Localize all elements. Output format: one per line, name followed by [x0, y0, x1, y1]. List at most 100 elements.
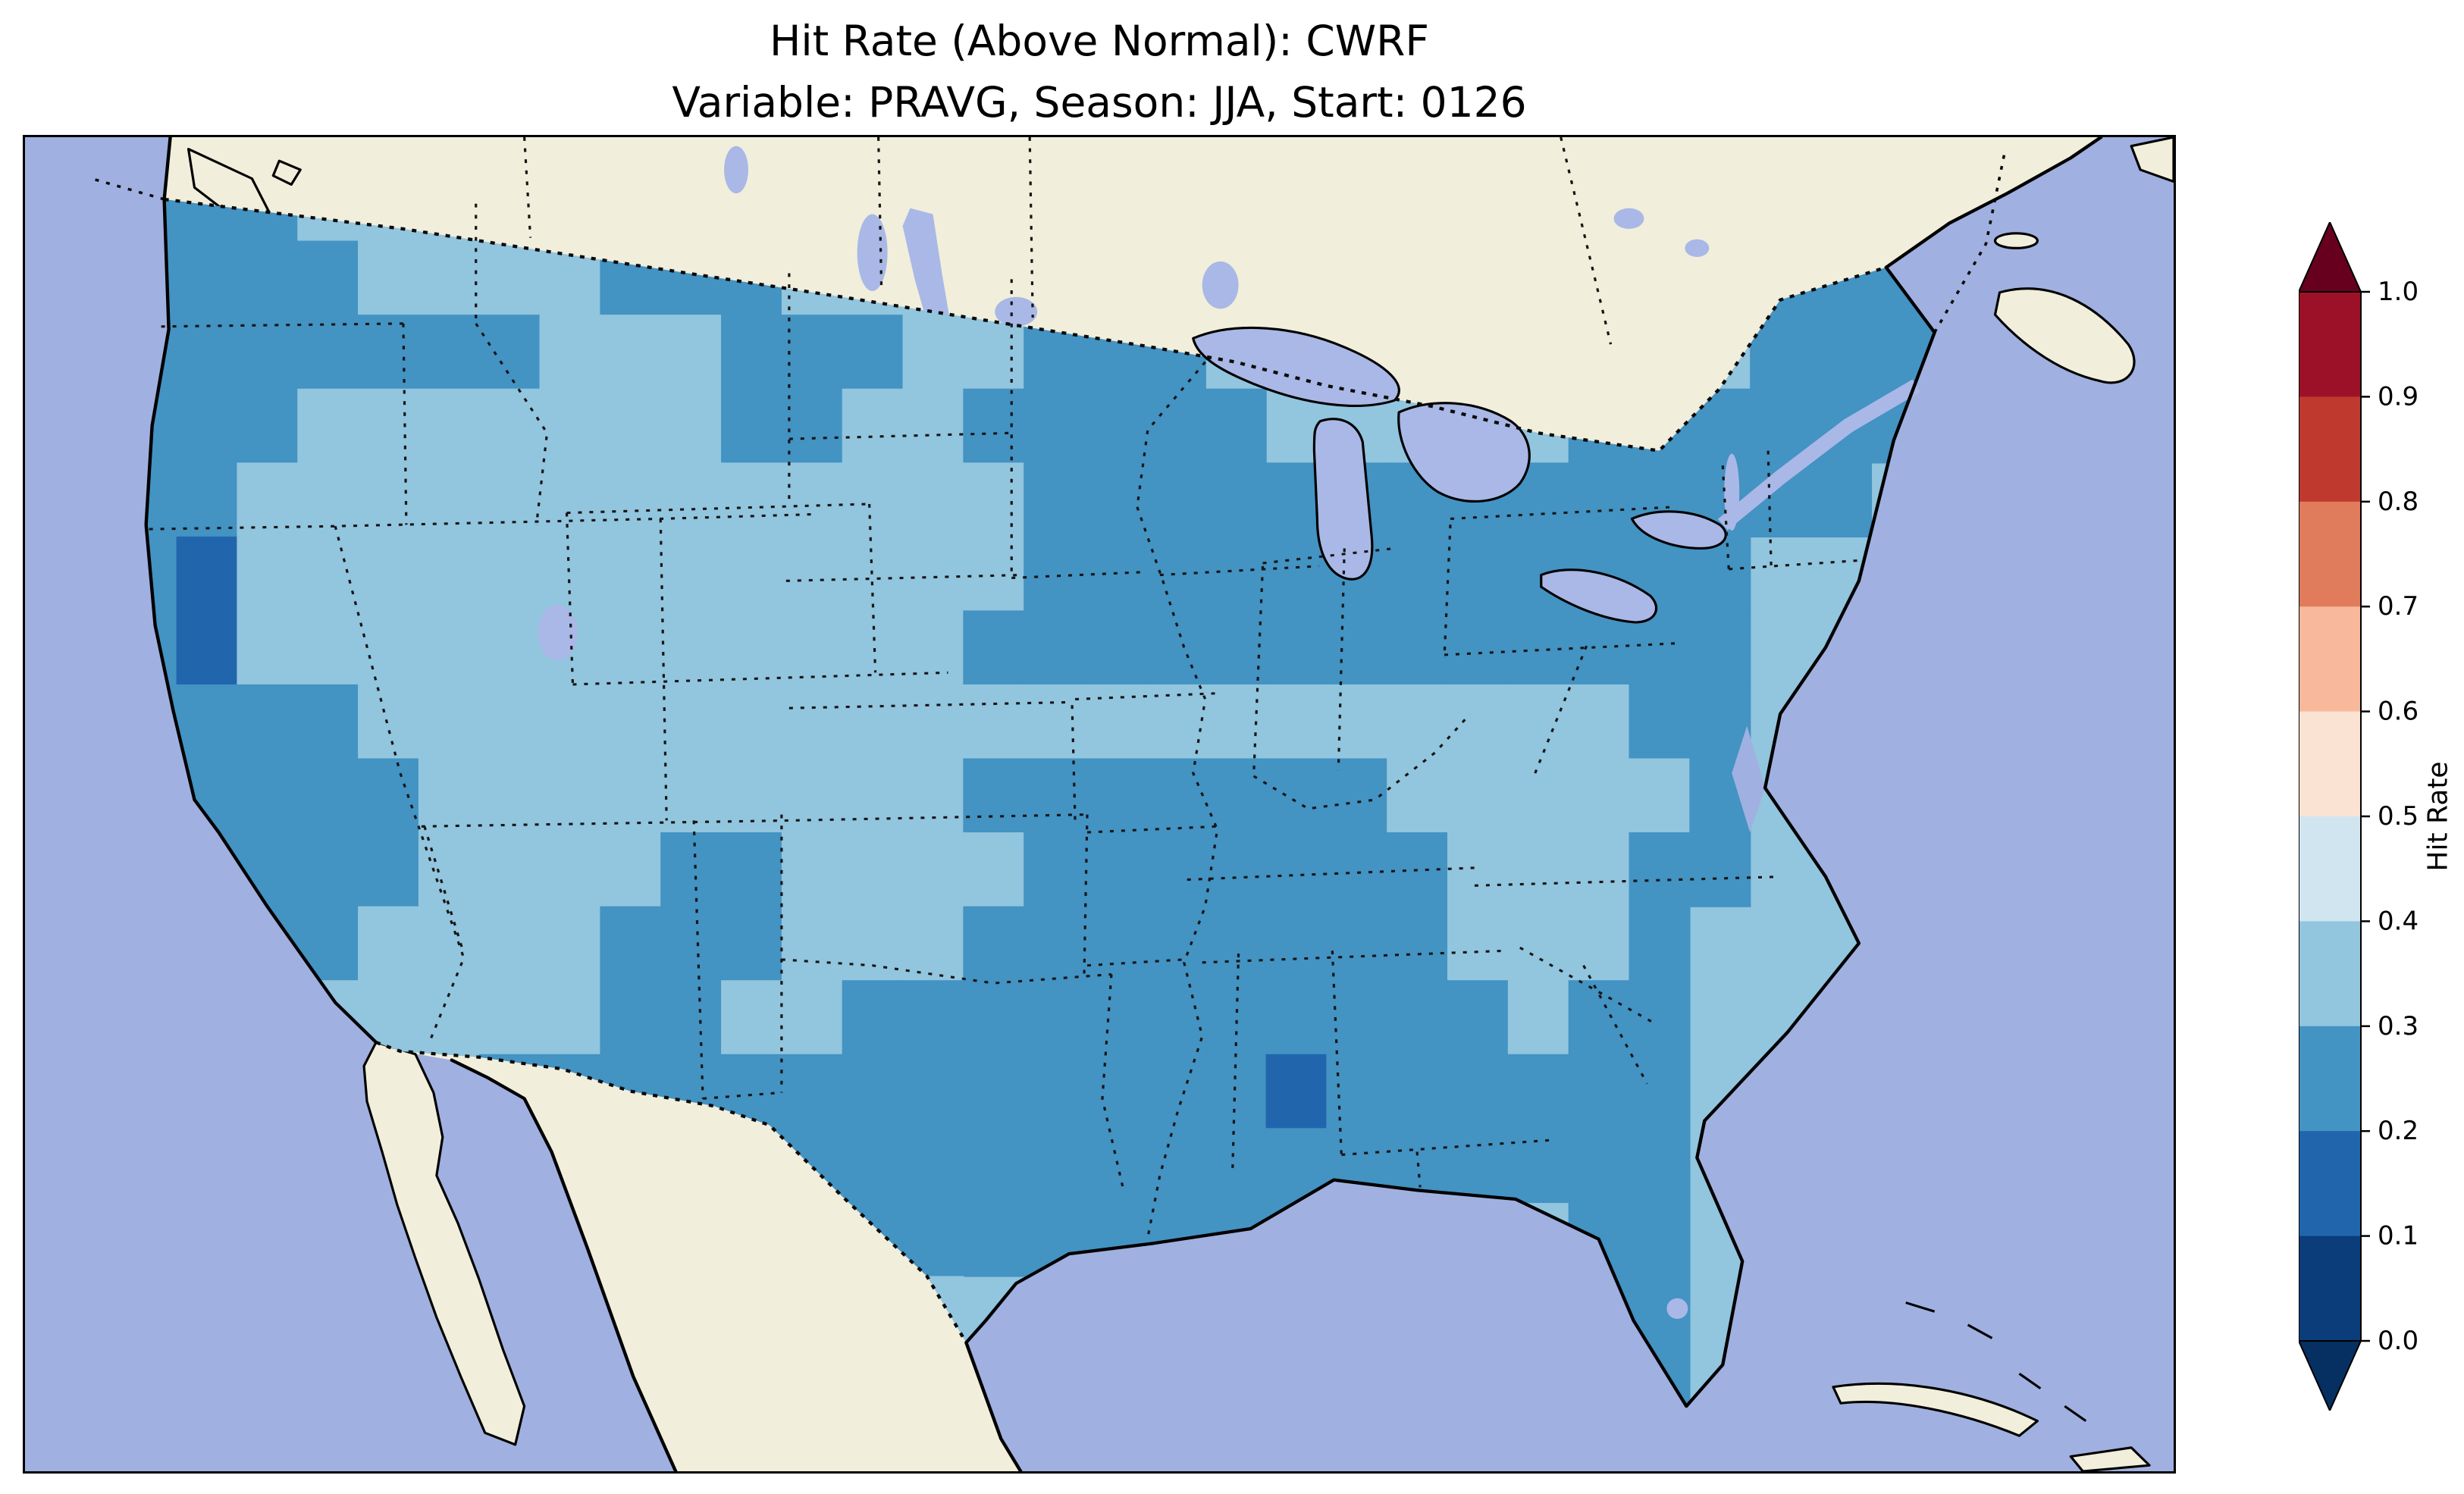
grid-cell — [781, 1054, 843, 1129]
grid-cell — [539, 536, 601, 612]
grid-cell — [237, 610, 299, 686]
colorbar-segment — [2299, 292, 2361, 397]
grid-cell — [297, 758, 359, 834]
grid-cell — [963, 462, 1025, 537]
grid-cell — [1629, 684, 1691, 760]
grid-cell — [1144, 758, 1206, 834]
grid-cell — [600, 315, 662, 390]
colorbar-tick-label: 0.7 — [2378, 591, 2419, 622]
grid-cell — [1447, 758, 1509, 834]
grid-cell — [1810, 462, 1873, 537]
grid-cell — [1084, 462, 1146, 537]
grid-cell — [842, 462, 904, 537]
colorbar-tick-label: 0.3 — [2378, 1011, 2419, 1041]
grid-cell — [297, 462, 359, 537]
grid-cell — [1024, 388, 1086, 464]
grid-cell — [1629, 980, 1691, 1055]
lake-michigan — [1312, 418, 1374, 581]
colorbar-tick-label: 0.1 — [2378, 1221, 2419, 1251]
grid-cell — [902, 1054, 964, 1129]
grid-cell — [418, 684, 480, 760]
grid-cell — [1326, 832, 1388, 907]
grid-cell — [1689, 610, 1751, 686]
coastline-west — [144, 137, 378, 1045]
grid-cell — [237, 388, 299, 464]
coastline-canada-east — [1884, 137, 2103, 269]
grid-cell — [1205, 758, 1267, 834]
grid-cell — [1205, 832, 1267, 907]
chesapeake-bay — [1732, 725, 1766, 833]
colorbar-over-arrow — [2299, 222, 2362, 293]
grid-cell — [600, 758, 662, 834]
grid-cell — [721, 832, 783, 907]
grid-cell — [721, 684, 783, 760]
grid-cell — [478, 240, 541, 316]
grid-cell — [1629, 1054, 1691, 1129]
grid-cell — [781, 832, 843, 907]
us-canada-border — [164, 197, 1887, 453]
great-lakes — [1192, 326, 1920, 624]
grid-cell — [1024, 906, 1086, 982]
grid-cell — [297, 388, 359, 464]
grid-cell — [1084, 980, 1146, 1055]
grid-cell — [1144, 462, 1206, 537]
grid-cell — [963, 684, 1025, 760]
colorbar-tick-label: 0.5 — [2378, 801, 2419, 832]
grid-cell — [660, 906, 723, 982]
grid-cell — [358, 832, 420, 907]
grid-cell — [721, 610, 783, 686]
grid-cell — [1568, 610, 1630, 686]
grid-cell — [418, 240, 480, 316]
grid-cell — [842, 906, 904, 982]
grid-cell — [1326, 610, 1388, 686]
lake-huron — [1397, 402, 1531, 503]
colorbar: 1.0 0.9 0.8 0.7 0.6 0.5 0.4 0.3 0.2 0.1 0.0 — [2299, 222, 2464, 1411]
grid-cell — [1387, 536, 1449, 612]
lake-superior — [1192, 326, 1400, 407]
grid-cell — [539, 315, 601, 390]
grid-cell — [1024, 684, 1086, 760]
cuba — [1832, 1382, 2039, 1437]
great-salt-lake — [538, 604, 578, 661]
grid-cell — [1024, 462, 1086, 537]
grid-cell — [902, 758, 964, 834]
grid-cell — [1326, 684, 1388, 760]
grid-cell — [358, 240, 420, 316]
colorbar-segment — [2299, 1131, 2361, 1237]
grid-cell — [297, 832, 359, 907]
grid-cell — [1568, 1054, 1630, 1129]
grid-cell — [539, 684, 601, 760]
grid-cell — [1024, 758, 1086, 834]
grid-cell — [176, 240, 238, 316]
grid-cell — [963, 610, 1025, 686]
grid-cell — [842, 388, 904, 464]
colorbar-tick-label: 0.9 — [2378, 381, 2419, 412]
grid-cell — [418, 388, 480, 464]
grid-cell — [600, 906, 662, 982]
canada-lake-small-3 — [1685, 239, 1710, 258]
grid-cell — [478, 980, 541, 1055]
grid-cell — [1447, 1128, 1509, 1204]
grid-cell — [1084, 906, 1146, 982]
grid-cell — [176, 462, 238, 537]
grid-cell — [1387, 758, 1449, 834]
coastline-mexico-west — [450, 1058, 678, 1471]
grid-cell — [1205, 610, 1267, 686]
chart-title-line1: Hit Rate (Above Normal): CWRF — [770, 17, 1429, 65]
colorbar-tick-label: 0.4 — [2378, 906, 2419, 936]
grid-cell — [1265, 906, 1328, 982]
colorbar-tick-label: 0.2 — [2378, 1116, 2419, 1146]
map-svg — [25, 137, 2174, 1471]
state-borders — [149, 137, 1864, 1238]
grid-cell — [721, 536, 783, 612]
grid-cell — [539, 758, 601, 834]
grid-cell — [1265, 758, 1328, 834]
grid-cell — [1387, 684, 1449, 760]
grid-cell — [418, 758, 480, 834]
grid-cell — [176, 536, 238, 612]
lake-erie — [1540, 568, 1658, 624]
nova-scotia — [1993, 287, 2136, 384]
grid-cell — [418, 980, 480, 1055]
grid-cell — [539, 980, 601, 1055]
grid-cell — [963, 388, 1025, 464]
